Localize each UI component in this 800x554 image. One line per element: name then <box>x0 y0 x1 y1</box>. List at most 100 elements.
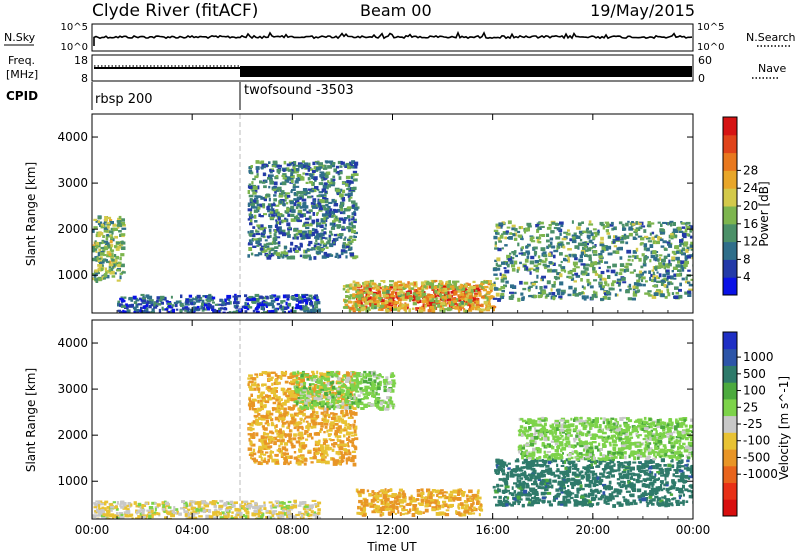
power-echo-cell <box>640 265 644 269</box>
velocity-echo-cell <box>412 497 415 501</box>
power-echo-cell <box>93 248 98 252</box>
power-echo-cell <box>529 238 534 242</box>
power-echo-cell <box>112 223 117 227</box>
velocity-echo-cell <box>259 408 264 411</box>
power-echo-cell <box>113 227 118 231</box>
power-echo-cell <box>330 178 336 181</box>
velocity-echo-cell <box>261 383 267 386</box>
velocity-echo-cell <box>293 412 299 417</box>
power-echo-cell <box>547 252 552 257</box>
power-echo-cell <box>546 226 552 230</box>
velocity-echo-cell <box>468 506 472 510</box>
power-echo-cell <box>280 300 284 304</box>
velocity-echo-cell <box>309 457 313 460</box>
velocity-echo-cell <box>252 448 256 453</box>
power-echo-cell <box>296 203 300 206</box>
power-echo-cell <box>622 236 627 240</box>
power-echo-cell <box>252 245 257 248</box>
power-echo-cell <box>450 290 456 294</box>
velocity-echo-cell <box>266 410 271 414</box>
power-echo-cell <box>308 223 313 227</box>
velocity-echo-cell <box>368 371 374 375</box>
power-echo-cell <box>293 202 297 207</box>
power-echo-cell <box>283 160 287 165</box>
power-echo-cell <box>106 254 111 258</box>
power-echo-cell <box>437 291 441 295</box>
power-echo-cell <box>471 289 474 294</box>
power-echo-cell <box>186 311 191 313</box>
power-echo-cell <box>305 301 309 305</box>
velocity-echo-cell <box>348 394 353 398</box>
velocity-echo-cell <box>253 384 258 387</box>
velocity-echo-cell <box>264 432 270 436</box>
power-echo-cell <box>378 282 382 286</box>
velocity-echo-cell <box>458 512 461 516</box>
velocity-echo-cell <box>303 458 308 462</box>
power-echo-cell <box>475 300 480 305</box>
velocity-echo-cell <box>345 457 349 462</box>
power-echo-cell <box>123 296 127 299</box>
power-echo-cell <box>509 252 512 255</box>
velocity-echo-cell <box>277 408 280 413</box>
power-echo-region <box>117 293 321 313</box>
power-echo-cell <box>391 290 395 294</box>
velocity-echo-cell <box>324 425 328 429</box>
power-echo-cell <box>487 299 491 304</box>
power-echo-cell <box>651 295 657 299</box>
power-echo-cell <box>281 305 285 309</box>
power-echo-cell <box>678 230 684 233</box>
velocity-echo-cell <box>394 493 398 496</box>
power-echo-cell <box>385 296 390 300</box>
velocity-echo-cell <box>442 494 447 498</box>
velocity-echo-cell <box>320 448 324 452</box>
power-echo-cell <box>492 267 498 272</box>
power-echo-cell <box>234 293 237 297</box>
power-echo-cell <box>310 195 314 198</box>
power-echo-cell <box>544 257 548 262</box>
power-echo-cell <box>255 310 260 313</box>
power-echo-cell <box>647 221 651 225</box>
power-echo-cell <box>567 229 570 232</box>
velocity-echo-cell <box>375 496 380 500</box>
velocity-echo-cell <box>344 423 348 427</box>
power-echo-cell <box>334 203 339 207</box>
power-echo-cell <box>399 294 405 298</box>
power-echo-cell <box>472 280 476 283</box>
power-echo-cell <box>529 260 535 265</box>
velocity-echo-cell <box>356 382 359 386</box>
power-echo-cell <box>290 190 293 194</box>
power-echo-cell <box>295 217 298 222</box>
velocity-echo-cell <box>343 403 348 407</box>
power-echo-cell <box>415 296 421 301</box>
power-echo-cell <box>548 261 553 264</box>
velocity-echo-cell <box>302 371 305 374</box>
power-echo-cell <box>582 230 588 234</box>
power-echo-cell <box>360 288 364 293</box>
velocity-echo-cell <box>340 459 344 464</box>
velocity-echo-cell <box>308 383 312 386</box>
power-echo-cell <box>521 297 525 301</box>
power-echo-cell <box>250 171 254 175</box>
power-echo-cell <box>552 296 556 300</box>
power-echo-cell <box>643 235 649 238</box>
velocity-echo-cell <box>391 379 396 383</box>
power-echo-cell <box>326 209 330 213</box>
power-echo-cell <box>121 271 126 274</box>
power-echo-cell <box>354 161 359 166</box>
power-echo-cell <box>344 165 349 168</box>
power-echo-cell <box>557 288 561 292</box>
velocity-echo-cell <box>346 431 350 435</box>
power-echo-cell <box>464 302 468 306</box>
power-echo-cell <box>662 262 665 266</box>
power-echo-cell <box>677 260 682 264</box>
power-echo-cell <box>125 310 130 313</box>
power-echo-cell <box>412 292 418 295</box>
power-echo-cell <box>286 176 291 180</box>
power-colorbar-swatch <box>723 206 737 225</box>
power-echo-cell <box>384 285 387 289</box>
power-echo-cell <box>454 302 458 305</box>
power-echo-cell <box>276 168 281 173</box>
power-echo-cell <box>504 269 510 274</box>
power-echo-cell <box>100 267 104 272</box>
